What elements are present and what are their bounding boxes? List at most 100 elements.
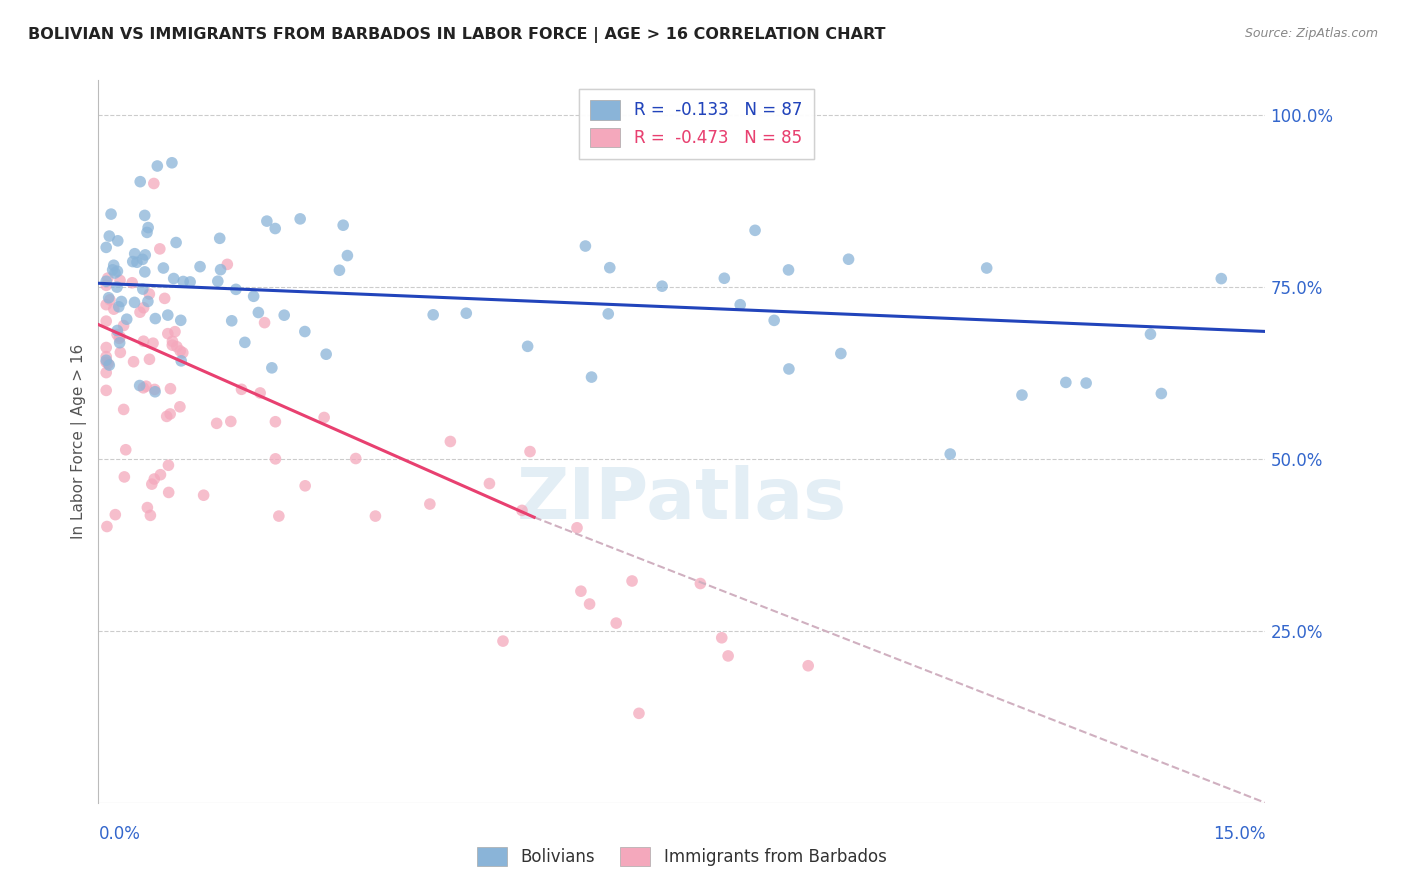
Point xyxy=(153,292,176,306)
Text: 15.0%: 15.0% xyxy=(1213,825,1265,843)
Point xyxy=(253,316,276,330)
Point xyxy=(247,305,270,319)
Legend: Bolivians, Immigrants from Barbados: Bolivians, Immigrants from Barbados xyxy=(470,838,894,875)
Point xyxy=(478,476,501,491)
Point xyxy=(105,324,128,338)
Point xyxy=(159,407,181,421)
Point xyxy=(108,335,131,350)
Point xyxy=(627,706,650,721)
Point xyxy=(146,159,169,173)
Point xyxy=(97,291,120,305)
Point xyxy=(121,254,143,268)
Point xyxy=(294,479,316,493)
Point xyxy=(112,402,135,417)
Point xyxy=(1211,271,1233,285)
Point xyxy=(778,362,800,376)
Point xyxy=(439,434,461,449)
Point xyxy=(112,470,135,484)
Point xyxy=(422,308,444,322)
Point xyxy=(135,379,157,393)
Point xyxy=(273,308,295,322)
Point xyxy=(124,295,146,310)
Point xyxy=(1054,376,1077,390)
Point xyxy=(142,336,165,351)
Point xyxy=(364,509,387,524)
Point xyxy=(98,293,121,307)
Point xyxy=(565,521,588,535)
Point xyxy=(156,409,179,424)
Point xyxy=(108,331,131,345)
Point xyxy=(797,658,820,673)
Point xyxy=(98,229,121,244)
Point xyxy=(599,260,621,275)
Point xyxy=(256,214,278,228)
Point xyxy=(260,360,283,375)
Point xyxy=(314,410,336,425)
Point xyxy=(110,294,132,309)
Point xyxy=(143,472,166,486)
Point xyxy=(569,584,592,599)
Text: BOLIVIAN VS IMMIGRANTS FROM BARBADOS IN LABOR FORCE | AGE > 16 CORRELATION CHART: BOLIVIAN VS IMMIGRANTS FROM BARBADOS IN … xyxy=(28,27,886,43)
Point xyxy=(129,175,152,189)
Point xyxy=(763,313,786,327)
Point xyxy=(315,347,337,361)
Point xyxy=(134,208,156,222)
Point xyxy=(209,262,232,277)
Text: ZIPatlas: ZIPatlas xyxy=(517,465,846,533)
Point xyxy=(1011,388,1033,402)
Point xyxy=(249,386,271,401)
Point xyxy=(136,294,159,309)
Y-axis label: In Labor Force | Age > 16: In Labor Force | Age > 16 xyxy=(72,344,87,539)
Point xyxy=(159,382,181,396)
Point xyxy=(492,634,515,648)
Point xyxy=(163,271,186,285)
Point xyxy=(294,325,316,339)
Point xyxy=(221,314,243,328)
Point xyxy=(100,207,122,221)
Point xyxy=(134,265,156,279)
Point xyxy=(110,345,132,359)
Point xyxy=(651,279,673,293)
Point xyxy=(574,239,596,253)
Point xyxy=(97,357,120,371)
Point xyxy=(101,263,124,277)
Point xyxy=(105,280,128,294)
Point xyxy=(170,313,193,327)
Point xyxy=(134,248,156,262)
Point xyxy=(1150,386,1173,401)
Point xyxy=(136,220,159,235)
Point xyxy=(710,631,733,645)
Point xyxy=(578,597,600,611)
Point xyxy=(138,287,160,301)
Point xyxy=(96,355,118,369)
Point xyxy=(193,488,215,502)
Point xyxy=(107,300,129,314)
Point xyxy=(121,276,143,290)
Point xyxy=(96,353,118,368)
Point xyxy=(122,355,145,369)
Point xyxy=(172,345,194,359)
Point xyxy=(129,305,152,319)
Text: Source: ZipAtlas.com: Source: ZipAtlas.com xyxy=(1244,27,1378,40)
Point xyxy=(96,341,118,355)
Point xyxy=(225,282,247,296)
Point xyxy=(97,271,120,285)
Point xyxy=(217,257,239,271)
Point xyxy=(778,263,800,277)
Point xyxy=(96,240,118,254)
Point xyxy=(208,231,231,245)
Point xyxy=(107,234,129,248)
Point xyxy=(108,330,131,344)
Point xyxy=(96,298,118,312)
Point xyxy=(456,306,478,320)
Point xyxy=(264,221,287,235)
Point xyxy=(219,414,242,428)
Point xyxy=(336,249,359,263)
Point xyxy=(519,444,541,458)
Point xyxy=(939,447,962,461)
Point xyxy=(179,275,201,289)
Point xyxy=(149,467,172,482)
Point xyxy=(728,298,751,312)
Point xyxy=(160,155,183,169)
Point xyxy=(157,458,180,473)
